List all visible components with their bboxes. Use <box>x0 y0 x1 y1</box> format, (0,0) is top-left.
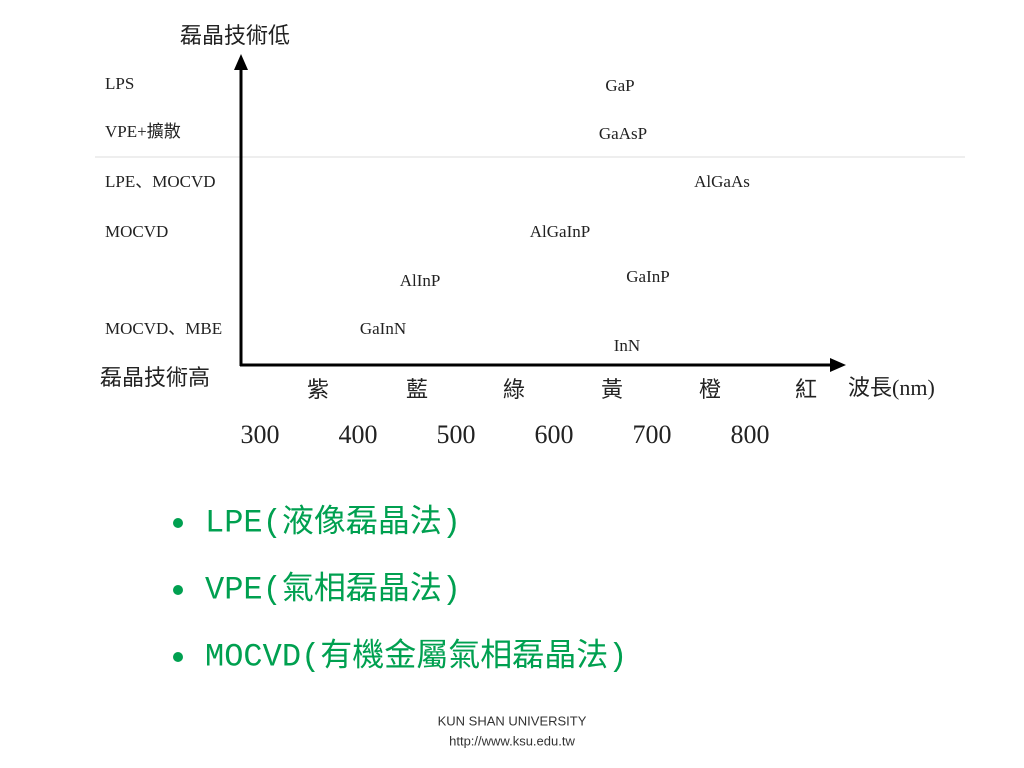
bullet: LPE(液像磊晶法) <box>205 503 461 541</box>
material: AlInP <box>400 271 441 290</box>
material: GaP <box>605 76 634 95</box>
axis-label: 波長(nm) <box>848 375 935 400</box>
color-label: 黃 <box>601 377 623 402</box>
wavelength: 600 <box>535 420 574 449</box>
wavelength: 500 <box>437 420 476 449</box>
bullet: MOCVD(有機金屬氣相磊晶法) <box>205 637 627 675</box>
material: GaInP <box>626 267 669 286</box>
color-label: 紫 <box>307 377 329 402</box>
bullet-dot <box>173 518 183 528</box>
wavelength: 300 <box>241 420 280 449</box>
wavelength: 400 <box>339 420 378 449</box>
material: AlGaInP <box>530 222 590 241</box>
color-label: 橙 <box>699 377 721 402</box>
method: LPE、MOCVD <box>105 172 216 191</box>
method: LPS <box>105 74 134 93</box>
footer-line: http://www.ksu.edu.tw <box>449 733 575 748</box>
y-arrow <box>234 54 248 70</box>
material: InN <box>614 336 640 355</box>
top-label: 磊晶技術低 <box>180 23 290 48</box>
method: VPE+擴散 <box>105 122 181 141</box>
bullet-dot <box>173 652 183 662</box>
bottom-label: 磊晶技術高 <box>100 365 210 390</box>
method: MOCVD、MBE <box>105 319 222 338</box>
material: GaAsP <box>599 124 647 143</box>
color-label: 紅 <box>795 377 817 402</box>
x-arrow <box>830 358 846 372</box>
bullet-dot <box>173 585 183 595</box>
color-label: 藍 <box>406 377 428 402</box>
footer-line: KUN SHAN UNIVERSITY <box>438 713 587 728</box>
material: GaInN <box>360 319 406 338</box>
color-label: 綠 <box>503 377 525 402</box>
material: AlGaAs <box>694 172 750 191</box>
wavelength: 800 <box>731 420 770 449</box>
wavelength: 700 <box>633 420 672 449</box>
bullet: VPE(氣相磊晶法) <box>205 570 461 608</box>
method: MOCVD <box>105 222 168 241</box>
